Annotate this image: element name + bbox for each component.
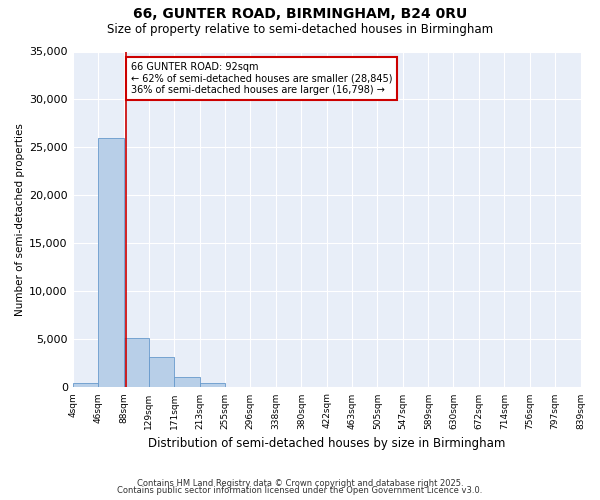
Y-axis label: Number of semi-detached properties: Number of semi-detached properties	[15, 123, 25, 316]
Bar	[149, 356, 174, 388]
Bar	[98, 138, 124, 388]
Text: Contains public sector information licensed under the Open Government Licence v3: Contains public sector information licen…	[118, 486, 482, 495]
Text: Size of property relative to semi-detached houses in Birmingham: Size of property relative to semi-detach…	[107, 22, 493, 36]
Text: Contains HM Land Registry data © Crown copyright and database right 2025.: Contains HM Land Registry data © Crown c…	[137, 478, 463, 488]
Text: 66, GUNTER ROAD, BIRMINGHAM, B24 0RU: 66, GUNTER ROAD, BIRMINGHAM, B24 0RU	[133, 8, 467, 22]
Bar	[174, 377, 200, 388]
Bar	[200, 383, 226, 388]
Bar	[124, 338, 149, 388]
Text: 66 GUNTER ROAD: 92sqm
← 62% of semi-detached houses are smaller (28,845)
36% of : 66 GUNTER ROAD: 92sqm ← 62% of semi-deta…	[131, 62, 392, 95]
Bar	[73, 383, 98, 388]
X-axis label: Distribution of semi-detached houses by size in Birmingham: Distribution of semi-detached houses by …	[148, 437, 505, 450]
